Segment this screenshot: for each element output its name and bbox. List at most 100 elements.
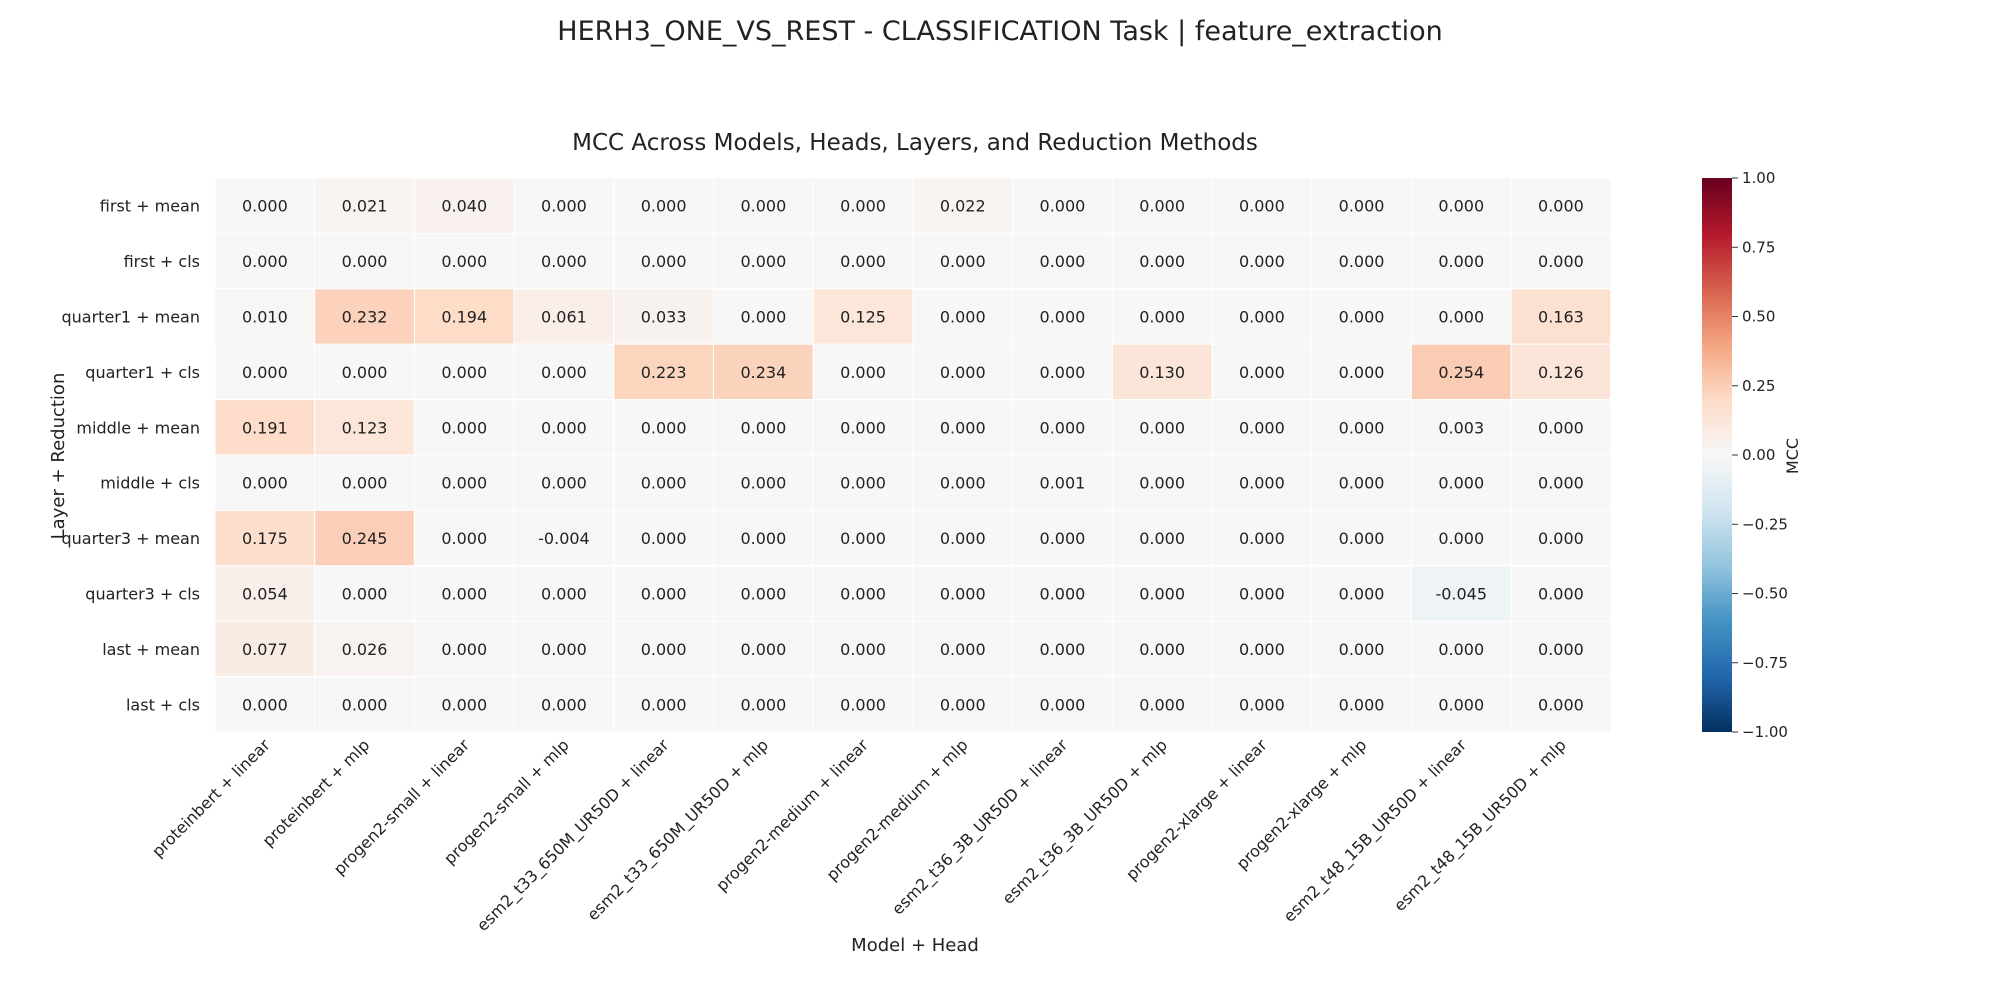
cell-value-label: 0.000 xyxy=(940,363,986,382)
cell-value-label: 0.000 xyxy=(1139,640,1185,659)
x-tick-label: proteinbert + mlp xyxy=(258,735,373,850)
heatmap-cell xyxy=(812,454,914,511)
cell-value-label: 0.000 xyxy=(1239,474,1285,493)
cell-value-label: 0.000 xyxy=(1239,640,1285,659)
cell-value-label: 0.000 xyxy=(641,252,687,271)
heatmap-cell xyxy=(912,620,1014,678)
cell-value-label: 0.000 xyxy=(940,640,986,659)
cell-value-label: 0.000 xyxy=(1438,474,1484,493)
cell-value-label: 0.000 xyxy=(1538,474,1584,493)
heatmap-cell xyxy=(1012,620,1113,678)
heatmap-cell xyxy=(1012,676,1113,733)
heatmap-cell xyxy=(1510,399,1612,456)
heatmap-cell xyxy=(1111,177,1213,234)
heatmap-cell xyxy=(1111,565,1213,622)
cell-value-label: 0.000 xyxy=(1438,695,1484,714)
y-tick-labels: first + mean first + cls quarter1 + mean qu… xyxy=(61,197,200,715)
cell-value-label: 0.000 xyxy=(1438,529,1484,548)
cell-value-label: 0.000 xyxy=(1139,252,1185,271)
heatmap-cell xyxy=(1111,288,1213,345)
cell-value-label: 0.000 xyxy=(541,252,587,271)
heatmap-cell xyxy=(1510,232,1612,290)
heatmap-cell xyxy=(1211,399,1313,456)
cell-value-label: 0.000 xyxy=(1538,585,1584,604)
heatmap-cell xyxy=(713,177,814,234)
heatmap-cell xyxy=(1311,565,1412,622)
colorbar-tick-label: −0.75 xyxy=(1742,654,1788,672)
heatmap-cell xyxy=(912,676,1014,733)
heatmap-cell xyxy=(314,454,415,511)
heatmap-cell xyxy=(713,343,814,401)
cell-value-label: 0.000 xyxy=(641,695,687,714)
cell-value-label: 0.000 xyxy=(1438,197,1484,216)
heatmap-cell xyxy=(513,620,615,678)
colorbar xyxy=(1702,178,1732,732)
heatmap-cell xyxy=(513,177,615,234)
heatmap-cell xyxy=(1311,676,1412,733)
cell-value-label: 0.000 xyxy=(1139,418,1185,437)
heatmap-cell xyxy=(513,509,615,567)
heatmap-cell xyxy=(1012,343,1113,401)
cell-value-label: 0.000 xyxy=(1040,197,1086,216)
heatmap-cell xyxy=(1410,343,1512,401)
cell-value-label: 0.000 xyxy=(1339,363,1385,382)
heatmap-cell xyxy=(1410,232,1512,290)
chart-title: MCC Across Models, Heads, Layers, and Re… xyxy=(572,130,1258,156)
cell-value-label: 0.000 xyxy=(242,197,288,216)
heatmap-cell xyxy=(413,288,515,345)
y-tick-label: last + cls xyxy=(126,695,200,714)
heatmap-cell xyxy=(513,454,615,511)
cell-value-label: 0.000 xyxy=(840,585,886,604)
cell-value-label: 0.000 xyxy=(441,585,487,604)
heatmap-cell xyxy=(912,343,1014,401)
cell-value-label: 0.000 xyxy=(740,308,786,327)
heatmap-cell xyxy=(1211,676,1313,733)
cell-value-label: 0.000 xyxy=(242,474,288,493)
heatmap-cell xyxy=(713,454,814,511)
cell-value-label: 0.000 xyxy=(541,585,587,604)
heatmap-cell xyxy=(912,399,1014,456)
heatmap-cell xyxy=(1211,343,1313,401)
cell-value-label: 0.000 xyxy=(541,418,587,437)
heatmap-cell xyxy=(812,343,914,401)
heatmap-cell xyxy=(314,565,415,622)
cell-value-label: 0.175 xyxy=(242,529,288,548)
heatmap-cell xyxy=(1311,399,1412,456)
figure-suptitle: HERH3_ONE_VS_REST - CLASSIFICATION Task … xyxy=(557,16,1442,47)
heatmap-cell xyxy=(513,343,615,401)
heatmap-cell xyxy=(1311,343,1412,401)
cell-value-label: 0.000 xyxy=(1339,695,1385,714)
heatmap-cell xyxy=(413,399,515,456)
x-tick-label: esm2_t33_650M_UR50D + mlp xyxy=(583,735,773,925)
cell-value-label: 0.000 xyxy=(1139,585,1185,604)
colorbar-tick-label: −1.00 xyxy=(1742,723,1788,741)
heatmap-cell xyxy=(413,343,515,401)
cell-value-label: 0.232 xyxy=(342,308,388,327)
heatmap-cell xyxy=(1012,565,1113,622)
cell-value-label: 0.000 xyxy=(840,252,886,271)
cell-value-label: 0.000 xyxy=(740,252,786,271)
colorbar-tick-label: 1.00 xyxy=(1742,169,1775,187)
cell-value-label: 0.234 xyxy=(740,363,786,382)
heatmap-cell xyxy=(413,177,515,234)
heatmap-cell xyxy=(413,232,515,290)
colorbar-tick-label: −0.50 xyxy=(1742,585,1788,603)
heatmap-cell xyxy=(314,177,415,234)
cell-value-label: 0.000 xyxy=(1139,308,1185,327)
heatmap-cell xyxy=(613,232,714,290)
heatmap-cell xyxy=(413,454,515,511)
heatmap-cell xyxy=(1012,288,1113,345)
heatmap-cell xyxy=(214,620,316,678)
cell-value-label: 0.000 xyxy=(1239,529,1285,548)
cell-value-label: 0.000 xyxy=(1040,529,1086,548)
heatmap-cell xyxy=(1510,343,1612,401)
cell-value-label: 0.000 xyxy=(840,640,886,659)
cell-value-label: 0.000 xyxy=(342,695,388,714)
cell-value-label: 0.000 xyxy=(940,695,986,714)
heatmap-cell xyxy=(1211,232,1313,290)
cell-value-label: 0.000 xyxy=(1538,252,1584,271)
cell-value-label: 0.000 xyxy=(1239,585,1285,604)
cell-value-label: 0.000 xyxy=(1538,640,1584,659)
cell-value-label: 0.000 xyxy=(1339,529,1385,548)
heatmap-cell xyxy=(912,288,1014,345)
